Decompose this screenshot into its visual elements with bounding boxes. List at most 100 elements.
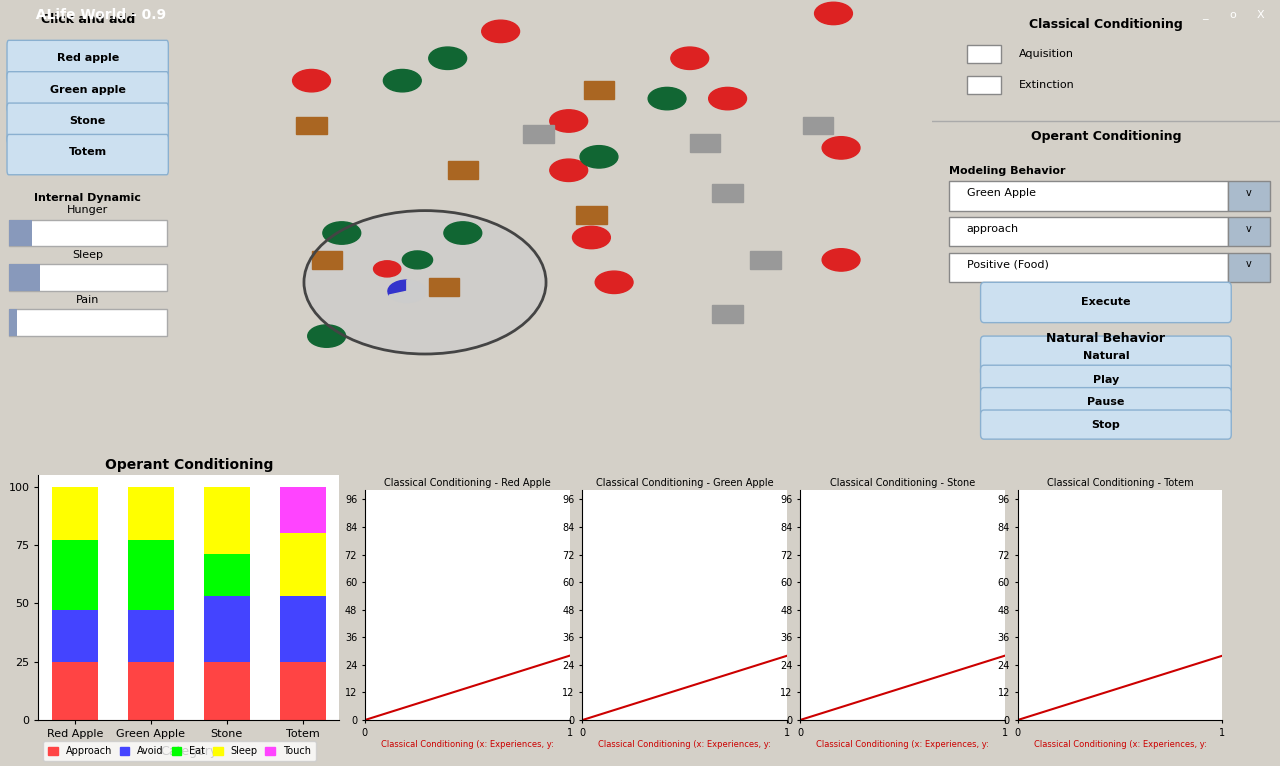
Text: Stop: Stop [1092,420,1120,430]
Title: Classical Conditioning - Green Apple: Classical Conditioning - Green Apple [596,478,773,488]
Bar [52,540,97,611]
Text: Aquisition: Aquisition [1019,49,1074,59]
FancyBboxPatch shape [950,218,1228,247]
Bar [576,206,607,224]
X-axis label: Classical Conditioning (x: Experiences, y:: Classical Conditioning (x: Experiences, … [598,741,772,749]
Bar [204,555,250,596]
Wedge shape [389,280,426,303]
Circle shape [307,325,346,347]
Circle shape [550,110,588,133]
Bar [448,162,477,179]
Circle shape [595,271,634,293]
Text: Sleep: Sleep [72,250,104,260]
Text: Red apple: Red apple [56,54,119,64]
FancyBboxPatch shape [980,283,1231,322]
Title: Classical Conditioning - Stone: Classical Conditioning - Stone [829,478,975,488]
FancyBboxPatch shape [966,76,1001,94]
Bar [690,135,721,152]
FancyBboxPatch shape [9,264,41,291]
Circle shape [550,159,588,182]
Wedge shape [388,280,407,295]
Bar [128,611,174,662]
Text: X: X [1257,9,1265,20]
Bar [280,486,325,533]
Text: Click and add: Click and add [41,14,134,27]
Bar [52,486,97,540]
Circle shape [709,87,746,110]
Text: Totem: Totem [69,147,106,157]
Bar [713,305,742,322]
X-axis label: Classical Conditioning (x: Experiences, y:: Classical Conditioning (x: Experiences, … [1033,741,1207,749]
Bar [524,126,553,143]
X-axis label: Classical Conditioning (x: Experiences, y:: Classical Conditioning (x: Experiences, … [815,741,989,749]
Text: Pain: Pain [76,295,100,305]
FancyBboxPatch shape [980,410,1231,439]
Y-axis label: Value: Value [0,581,3,614]
Text: Green Apple: Green Apple [966,188,1036,198]
Circle shape [402,251,433,269]
Circle shape [429,47,467,70]
FancyBboxPatch shape [980,336,1231,376]
FancyBboxPatch shape [1228,218,1270,247]
Circle shape [671,47,709,70]
Bar [128,540,174,611]
Text: Operant Conditioning: Operant Conditioning [1030,130,1181,143]
Circle shape [481,20,520,43]
Text: Execute: Execute [1082,297,1130,307]
Text: Classical Conditioning: Classical Conditioning [1029,18,1183,31]
X-axis label: Category: Category [160,745,218,758]
Bar [128,486,174,540]
Legend: Approach, Avoid, Eat, Sleep, Touch: Approach, Avoid, Eat, Sleep, Touch [44,741,316,761]
Bar [204,486,250,555]
Bar [280,662,325,720]
FancyBboxPatch shape [980,365,1231,394]
Text: v: v [1245,260,1252,270]
Circle shape [822,136,860,159]
FancyBboxPatch shape [9,264,166,291]
FancyBboxPatch shape [9,220,166,247]
Text: Extinction: Extinction [1019,80,1075,90]
Text: ALife World - 0.9: ALife World - 0.9 [26,8,165,21]
Bar [804,116,833,135]
FancyBboxPatch shape [980,388,1231,417]
FancyBboxPatch shape [6,103,169,143]
Bar [280,596,325,662]
Circle shape [444,222,481,244]
Text: Natural: Natural [1083,352,1129,362]
Circle shape [572,226,611,249]
Circle shape [580,146,618,168]
Title: Classical Conditioning - Red Apple: Classical Conditioning - Red Apple [384,478,550,488]
FancyBboxPatch shape [9,309,17,336]
Title: Operant Conditioning: Operant Conditioning [105,458,273,473]
Text: Play: Play [1093,375,1119,385]
FancyBboxPatch shape [1228,182,1270,211]
Bar [128,662,174,720]
Bar [429,278,460,296]
Bar [280,533,325,596]
Bar [297,116,326,135]
Bar [52,611,97,662]
Circle shape [814,2,852,25]
Circle shape [648,87,686,110]
FancyBboxPatch shape [950,182,1228,211]
FancyBboxPatch shape [9,220,32,247]
Text: v: v [1245,188,1252,198]
Circle shape [293,70,330,92]
Text: Stone: Stone [69,116,106,126]
Bar [584,80,614,99]
Text: v: v [1245,224,1252,234]
FancyBboxPatch shape [950,254,1228,283]
Bar [204,662,250,720]
Text: Hunger: Hunger [67,205,109,215]
Circle shape [822,249,860,271]
Bar [204,596,250,662]
Text: Green apple: Green apple [50,84,125,95]
FancyBboxPatch shape [1228,254,1270,283]
Text: Positive (Food): Positive (Food) [966,260,1048,270]
Text: o: o [1229,9,1236,20]
Bar [52,662,97,720]
Text: Modeling Behavior: Modeling Behavior [950,165,1066,176]
FancyBboxPatch shape [966,44,1001,63]
Bar [713,184,742,201]
FancyBboxPatch shape [9,309,166,336]
